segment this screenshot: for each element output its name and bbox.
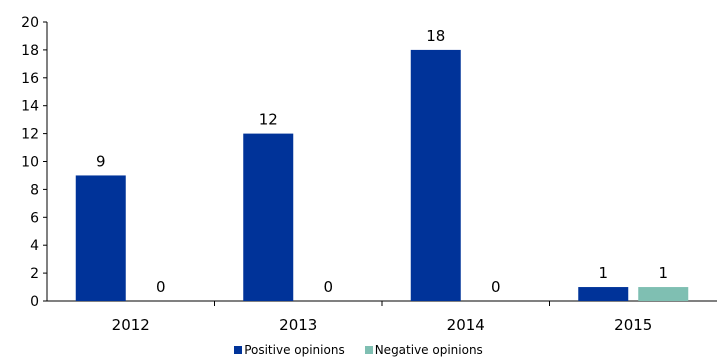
y-tick-label: 14 [21,99,39,115]
y-tick-label: 16 [21,71,39,87]
y-tick-label: 2 [30,266,39,282]
x-tick-label: 2013 [279,316,317,334]
data-label: 0 [491,278,501,296]
bar-positive [75,175,126,301]
data-label: 0 [156,278,166,296]
y-tick-label: 0 [30,294,39,310]
x-tick-label: 2014 [447,316,485,334]
data-label: 1 [658,264,668,282]
legend: Positive opinions Negative opinions [0,343,717,357]
y-tick-label: 6 [30,210,39,226]
legend-item-positive: Positive opinions [234,343,345,357]
y-axis: 0 2 4 6 8 10 12 14 16 18 20 [21,15,48,310]
y-tick-label: 10 [21,155,39,171]
legend-label-negative: Negative opinions [374,343,483,357]
y-tick-label: 4 [30,238,39,254]
data-label: 9 [96,152,106,170]
bar-positive [578,287,629,301]
legend-swatch-negative [364,346,373,354]
x-axis: 2012 2013 2014 2015 [47,300,717,334]
legend-item-negative: Negative opinions [364,343,483,357]
bar-positive [243,133,294,301]
legend-label-positive: Positive opinions [244,343,345,357]
y-tick-label: 12 [21,127,39,143]
data-labels-group: 9 0 12 0 18 0 1 1 [96,27,668,296]
bar-negative [638,287,689,301]
data-label: 18 [426,27,445,45]
data-label: 12 [259,111,278,129]
y-tick-label: 18 [21,43,39,59]
bar-positive [410,49,461,302]
y-tick-label: 20 [21,15,39,31]
bars-group [75,49,689,302]
y-tick-label: 8 [30,182,39,198]
data-label: 0 [323,278,333,296]
x-tick-label: 2015 [614,316,652,334]
x-tick-label: 2012 [112,316,150,334]
data-label: 1 [598,264,608,282]
legend-swatch-positive [234,346,243,354]
